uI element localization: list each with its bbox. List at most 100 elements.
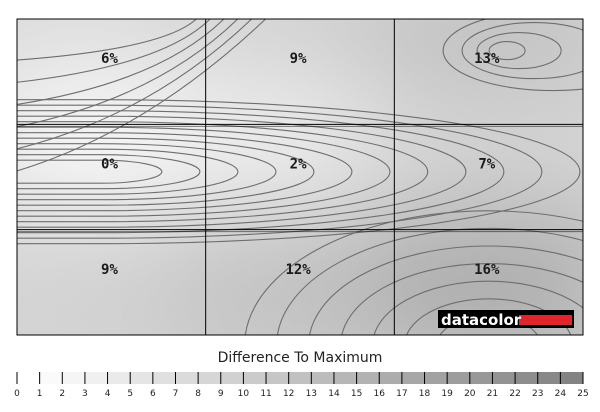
- contour-line: [17, 19, 239, 128]
- cell-label-r1-c2: 7%: [478, 157, 495, 173]
- legend-swatch: [107, 372, 131, 384]
- legend-swatch: [515, 372, 539, 384]
- contour-line: [17, 137, 315, 206]
- legend-swatch: [537, 372, 561, 384]
- cell-label-r0-c0: 6%: [101, 51, 118, 67]
- legend-swatch: [243, 372, 267, 384]
- legend-swatch: [175, 372, 199, 384]
- legend-tick-label: 4: [105, 389, 111, 399]
- contour-line: [17, 121, 429, 223]
- cell-label-r0-c2: 13%: [474, 51, 500, 67]
- legend-swatch: [288, 372, 312, 384]
- legend-tick-label: 18: [419, 389, 431, 399]
- contour-line: [17, 19, 198, 61]
- legend-tick-label: 7: [173, 389, 179, 399]
- contour-loop: [488, 41, 526, 61]
- legend-tick-label: 0: [14, 389, 20, 399]
- legend-tick-label: 17: [396, 389, 407, 399]
- contour-line: [17, 132, 353, 212]
- legend-tick-label: 19: [441, 389, 453, 399]
- legend-tick-label: 22: [509, 389, 520, 399]
- legend-swatch: [333, 372, 358, 384]
- legend-swatch: [560, 372, 584, 384]
- contour-loop: [461, 22, 583, 80]
- contour-line: [17, 19, 253, 150]
- legend-tick-label: 10: [238, 389, 250, 399]
- heatmap-plot: 6% 9% 13% 0% 2% 7% 9% 12% 16% datacolor: [16, 18, 584, 336]
- legend-tick-label: 12: [283, 389, 294, 399]
- legend-tick-label: 9: [218, 389, 224, 399]
- legend-title: Difference To Maximum: [218, 350, 383, 366]
- legend-swatch: [469, 372, 493, 384]
- legend-tick-label: 24: [555, 389, 567, 399]
- legend-tick-label: 16: [374, 389, 386, 399]
- legend-tick-label: 13: [306, 389, 317, 399]
- contour-line: [17, 115, 467, 228]
- legend-swatch: [17, 372, 41, 384]
- legend-swatch: [311, 372, 335, 384]
- legend-swatch: [39, 372, 63, 384]
- cell-label-r2-c2: 16%: [474, 262, 500, 278]
- legend-swatch: [198, 372, 222, 384]
- legend-swatch: [424, 372, 448, 384]
- contour-line: [17, 126, 391, 217]
- legend-swatch: [492, 372, 516, 384]
- contour-loop: [476, 32, 562, 70]
- contour-line: [341, 263, 583, 335]
- contour-line: [17, 19, 211, 83]
- legend-swatch: [401, 372, 426, 384]
- plot-border: [16, 18, 584, 336]
- legend-tick-label: 23: [532, 389, 543, 399]
- heat-cell-r2-c2: [364, 199, 583, 335]
- legend-ticks: 0 1 2 3 4 5 6 7 8 9 10 11 12 13 14 15 16 17 18 19 20 21 22 23 24…: [14, 372, 589, 399]
- contour-line: [309, 245, 583, 335]
- legend-swatch: [62, 372, 86, 384]
- contour-line: [17, 143, 277, 201]
- contour-line: [17, 19, 267, 172]
- legend-swatch: [379, 372, 403, 384]
- cell-label-r2-c1: 12%: [285, 262, 311, 278]
- legend-scale: [17, 372, 584, 384]
- legend-swatch: [130, 372, 154, 384]
- contour-line: [373, 280, 583, 335]
- legend-swatch: [447, 372, 471, 384]
- contour-line: [17, 19, 225, 105]
- contour-line: [17, 148, 239, 195]
- cell-label-r1-c0: 0%: [101, 157, 118, 173]
- legend-tick-label: 15: [351, 389, 362, 399]
- contour-line: [17, 159, 163, 184]
- legend-swatch: [152, 372, 176, 384]
- cell-label-r2-c0: 9%: [101, 262, 118, 278]
- legend-tick-label: 21: [487, 389, 498, 399]
- legend-tick-label: 3: [82, 389, 88, 399]
- cell-label-r0-c1: 9%: [290, 51, 307, 67]
- legend-tick-label: 25: [577, 389, 588, 399]
- logo-text: datacolor: [441, 311, 522, 329]
- legend-swatch: [266, 372, 290, 384]
- legend-swatch: [220, 372, 244, 384]
- cell-label-r1-c1: 2%: [290, 157, 307, 173]
- contour-lines: [17, 19, 583, 335]
- contour-loop: [442, 19, 583, 92]
- contour-line: [17, 154, 201, 190]
- contour-line: [17, 110, 505, 234]
- legend-tick-label: 20: [464, 389, 476, 399]
- legend-swatch: [356, 372, 380, 384]
- legend-tick-label: 14: [328, 389, 340, 399]
- legend-tick-label: 8: [195, 389, 201, 399]
- logo-accent-bar: [519, 315, 572, 325]
- contour-line: [244, 210, 583, 335]
- cell-labels: 6% 9% 13% 0% 2% 7% 9% 12% 16%: [101, 51, 500, 278]
- legend-tick-label: 6: [150, 389, 156, 399]
- legend-tick-label: 11: [260, 389, 271, 399]
- legend-tick-label: 5: [127, 389, 133, 399]
- legend: Difference To Maximum 0 1 2 3 4 5 6 7 8 9 10 11 12 13…: [14, 350, 589, 399]
- legend-swatch: [84, 372, 109, 384]
- grid-lines: [17, 19, 583, 335]
- contour-line: [276, 227, 583, 335]
- contour-line: [17, 104, 543, 239]
- datacolor-logo: datacolor: [438, 310, 574, 329]
- legend-tick-label: 2: [59, 389, 65, 399]
- legend-tick-label: 1: [37, 389, 43, 399]
